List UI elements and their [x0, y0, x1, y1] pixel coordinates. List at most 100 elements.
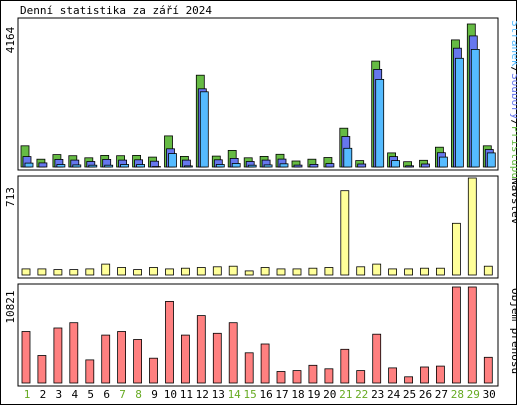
- bar-visits-20: [324, 267, 334, 276]
- bar-visits-23: [372, 263, 382, 276]
- bar-pages-16: [263, 164, 273, 168]
- bar-files-18: [293, 164, 303, 168]
- bar-pages-17: [279, 163, 289, 168]
- bar-traffic-28: [451, 286, 461, 384]
- y-max-label-traffic: 10821: [4, 290, 17, 323]
- legend-hits-files-pages: Stránek/Soubory/Přístupů: [509, 20, 517, 179]
- bar-visits-2: [37, 268, 47, 276]
- bar-files-9: [150, 160, 159, 168]
- day-label-25: 25: [403, 388, 416, 401]
- bar-files-2: [38, 162, 48, 168]
- bar-traffic-26: [420, 366, 429, 384]
- day-label-28: 28: [451, 388, 464, 401]
- day-label-29: 29: [467, 388, 480, 401]
- day-label-21: 21: [339, 388, 352, 401]
- bar-files-20: [325, 163, 335, 168]
- bar-visits-30: [483, 265, 493, 276]
- bar-pages-12: [199, 91, 209, 168]
- day-label-16: 16: [259, 388, 272, 401]
- legend-sep-1: /: [509, 66, 517, 73]
- bar-pages-5: [88, 164, 98, 168]
- bar-files-19: [309, 163, 319, 168]
- bar-visits-25: [404, 268, 414, 276]
- bar-traffic-14: [228, 322, 238, 384]
- bar-traffic-23: [372, 333, 382, 384]
- bar-traffic-9: [149, 357, 158, 384]
- bar-visits-10: [165, 268, 174, 276]
- bar-traffic-1: [21, 331, 31, 384]
- bar-traffic-20: [324, 368, 334, 384]
- day-label-4: 4: [71, 388, 78, 401]
- bar-visits-5: [85, 268, 95, 276]
- bar-visits-29: [467, 177, 477, 276]
- bar-visits-19: [308, 267, 318, 276]
- bar-visits-27: [435, 267, 445, 276]
- bar-pages-29: [470, 49, 480, 168]
- bar-visits-4: [69, 269, 79, 276]
- bar-visits-15: [244, 270, 254, 276]
- day-label-23: 23: [371, 388, 384, 401]
- bar-traffic-16: [260, 343, 270, 384]
- bar-traffic-4: [69, 322, 79, 384]
- bar-pages-23: [375, 79, 385, 168]
- bar-traffic-27: [435, 365, 445, 384]
- bars-traffic: [21, 286, 493, 384]
- day-label-7: 7: [119, 388, 126, 401]
- bar-pages-3: [56, 164, 66, 168]
- bar-pages-6: [104, 164, 114, 168]
- day-label-19: 19: [307, 388, 320, 401]
- day-label-15: 15: [243, 388, 256, 401]
- bar-visits-13: [212, 266, 222, 276]
- legend-hits: Přístupů: [509, 126, 517, 179]
- day-label-5: 5: [87, 388, 94, 401]
- day-label-17: 17: [275, 388, 288, 401]
- day-label-26: 26: [419, 388, 432, 401]
- bar-pages-21: [343, 147, 353, 168]
- bar-pages-15: [247, 164, 257, 168]
- bar-files-22: [357, 163, 367, 168]
- bar-traffic-25: [404, 376, 414, 384]
- bar-files-26: [421, 163, 430, 168]
- y-max-label-visits: 713: [4, 187, 17, 207]
- bar-visits-26: [420, 267, 429, 276]
- bar-traffic-18: [292, 370, 302, 384]
- bar-pages-27: [438, 156, 448, 168]
- bar-pages-30: [486, 152, 496, 168]
- bar-visits-28: [451, 222, 461, 276]
- bar-traffic-2: [37, 355, 47, 384]
- bar-visits-17: [276, 268, 286, 276]
- bar-visits-16: [260, 267, 270, 276]
- day-label-13: 13: [212, 388, 225, 401]
- chart-title: Denní statistika za září 2024: [20, 4, 213, 17]
- bar-pages-4: [72, 164, 82, 168]
- bar-visits-12: [196, 267, 206, 276]
- bar-traffic-15: [244, 352, 254, 384]
- bar-pages-24: [391, 160, 401, 168]
- bars-visits: [21, 177, 493, 276]
- panel-hits-files-pages: [17, 17, 499, 171]
- day-label-11: 11: [180, 388, 193, 401]
- bar-traffic-29: [467, 286, 477, 384]
- bar-visits-22: [356, 266, 366, 276]
- bar-visits-3: [53, 269, 63, 276]
- bar-visits-11: [180, 267, 190, 276]
- day-label-27: 27: [435, 388, 448, 401]
- legend-sep-2: /: [509, 119, 517, 126]
- bar-visits-7: [117, 267, 126, 276]
- bar-traffic-17: [276, 371, 286, 384]
- bar-traffic-5: [85, 359, 95, 384]
- bar-traffic-10: [165, 300, 174, 384]
- day-label-14: 14: [228, 388, 242, 401]
- bar-traffic-22: [356, 370, 366, 384]
- legend-traffic: Objem přenosu: [509, 288, 517, 374]
- bar-pages-1: [24, 162, 34, 168]
- day-label-24: 24: [387, 388, 401, 401]
- legend-visits: Návštěv: [509, 178, 517, 225]
- day-label-12: 12: [196, 388, 209, 401]
- day-label-10: 10: [164, 388, 177, 401]
- bar-traffic-11: [180, 334, 190, 384]
- legend-files: Soubory: [509, 73, 517, 120]
- day-label-18: 18: [291, 388, 304, 401]
- panel-traffic: [17, 283, 499, 387]
